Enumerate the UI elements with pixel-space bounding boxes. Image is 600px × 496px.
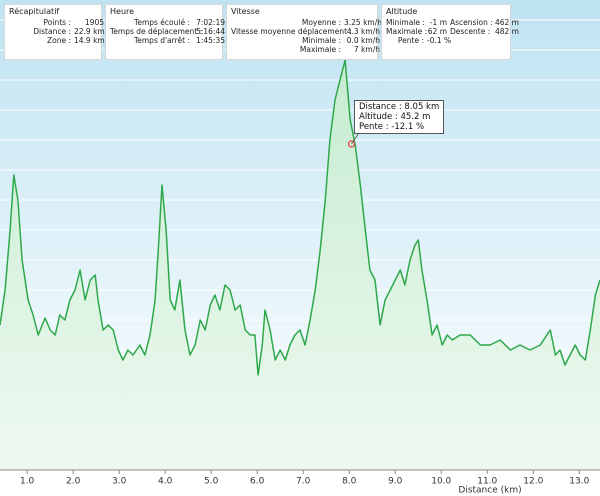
- stat-value: 5:16:44: [196, 27, 225, 36]
- stat-row: Temps de déplacement :5:16:44: [110, 27, 225, 36]
- stat-label: Vitesse moyenne déplacement :: [231, 27, 352, 36]
- stat-value: 482 m: [494, 27, 519, 36]
- x-tick-label: 12.0: [523, 477, 543, 487]
- stat-label: Points :: [43, 18, 71, 27]
- stat-row: Minimale : -1 m Ascension :462 m: [386, 18, 519, 27]
- elevation-line: [0, 59, 600, 376]
- stat-value: 1905: [84, 18, 104, 27]
- panel-title: Altitude: [386, 7, 418, 16]
- stats-panel: Heure Temps écoulé : 7:02:19 Temps de dépla…: [105, 4, 225, 60]
- stat-value: -1 m: [429, 18, 447, 27]
- tooltip: Distance : 8.05 km Altitude : 45.2 m Pente…: [354, 100, 445, 134]
- x-tick-label: 1.0: [20, 477, 35, 487]
- stat-value: 1:45:35: [196, 36, 225, 45]
- stat-row: Moyenne :3.25 km/h: [231, 18, 382, 27]
- panel-title: Vitesse: [231, 7, 260, 16]
- stat-label: Pente :: [397, 36, 424, 45]
- stat-row: Temps écoulé : 7:02:19: [110, 18, 225, 27]
- stat-label: Temps écoulé :: [134, 18, 190, 27]
- stat-label: Minimale :: [386, 18, 425, 27]
- stat-value: 14.9 km²: [74, 36, 108, 45]
- stat-value: 7 km/h: [353, 45, 380, 54]
- stats-panel: Altitude Minimale : -1 m Ascension :462 m Ma…: [381, 4, 519, 60]
- stat-value: -0.1 %: [427, 36, 452, 45]
- x-tick-label: 13.0: [569, 477, 589, 487]
- stat-value: 7:02:19: [196, 18, 225, 27]
- x-axis-label: Distance (km): [458, 486, 521, 496]
- stat-value: 62 m: [427, 27, 447, 36]
- stat-row: Minimale : 0.0 km/h: [231, 36, 380, 45]
- stat-row: Vitesse moyenne déplacement :4.3 km/h: [231, 27, 380, 36]
- cursor-point: [347, 140, 356, 148]
- stat-value: 462 m: [494, 18, 519, 27]
- panel-title: Heure: [110, 7, 135, 16]
- tooltip-line: Pente : -12.1 %: [359, 122, 425, 132]
- stat-label: Distance :: [33, 27, 71, 36]
- stat-label: Ascension :: [450, 18, 493, 27]
- x-tick-label: 5.0: [204, 477, 219, 487]
- stat-row: Maximale :62 m Descente :482 m: [386, 27, 519, 36]
- stat-label: Maximale :: [386, 27, 428, 36]
- panel-title: Récapitulatif: [9, 7, 60, 16]
- stat-row: Maximale : 7 km/h: [231, 45, 380, 54]
- stat-row: Temps d'arrêt : 1:45:35: [110, 36, 225, 45]
- x-tick-label: 4.0: [158, 477, 173, 487]
- stat-row: Pente : -0.1 %: [386, 36, 506, 45]
- stat-value: 4.3 km/h: [346, 27, 380, 36]
- stat-label: Moyenne :: [301, 18, 341, 27]
- stat-row: Distance :22.9 km: [9, 27, 104, 36]
- stat-label: Temps d'arrêt :: [133, 36, 190, 45]
- stat-value: 3.25 km/h: [344, 18, 383, 27]
- tooltip-leader: [351, 131, 360, 145]
- area-fill: [0, 60, 600, 470]
- x-tick-label: 10.0: [431, 477, 451, 487]
- tooltip-line: Distance : 8.05 km: [359, 102, 440, 112]
- x-tick-label: 2.0: [66, 477, 81, 487]
- x-tick-label: 8.0: [342, 477, 357, 487]
- x-tick-label: 9.0: [388, 477, 403, 487]
- stat-value: 22.9 km: [74, 27, 105, 36]
- stat-value: 0.0 km/h: [346, 36, 380, 45]
- tooltip-line: Altitude : 45.2 m: [359, 112, 431, 122]
- stats-panel: Récapitulatif Points :1905 Distance :22.9 …: [4, 4, 108, 60]
- stats-panel: Vitesse Moyenne :3.25 km/h Vitesse moyenne…: [226, 4, 382, 60]
- stat-label: Minimale :: [302, 36, 341, 45]
- stat-label: Temps de déplacement :: [110, 27, 203, 36]
- stat-label: Descente :: [450, 27, 491, 36]
- x-tick-label: 7.0: [296, 477, 311, 487]
- x-tick-label: 11.0: [477, 477, 497, 487]
- stat-row: Points : 1905: [9, 18, 104, 27]
- stat-label: Zone :: [46, 36, 71, 45]
- stat-label: Maximale :: [299, 45, 341, 54]
- x-tick-label: 3.0: [112, 477, 127, 487]
- x-tick-label: 6.0: [250, 477, 265, 487]
- stat-row: Zone :14.9 km²: [9, 36, 108, 45]
